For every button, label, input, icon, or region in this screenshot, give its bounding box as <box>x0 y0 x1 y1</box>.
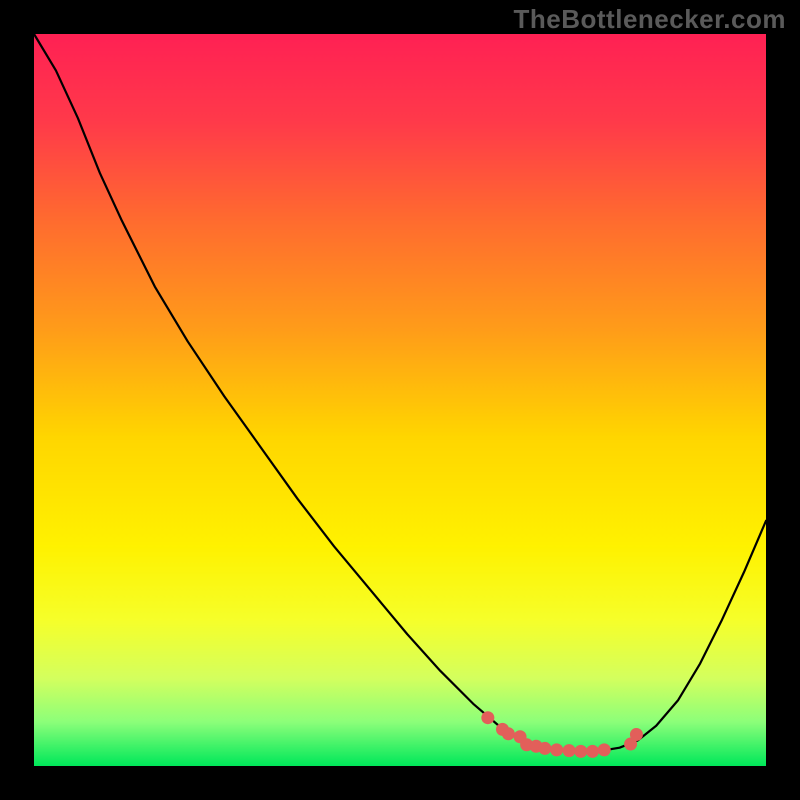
optimal-marker <box>550 743 563 756</box>
optimal-marker <box>502 727 515 740</box>
watermark-text: TheBottlenecker.com <box>514 4 786 35</box>
optimal-marker <box>538 742 551 755</box>
curve-overlay <box>0 0 800 800</box>
optimal-marker <box>481 711 494 724</box>
bottleneck-curve <box>34 34 766 751</box>
optimal-marker <box>574 745 587 758</box>
optimal-marker <box>598 743 611 756</box>
optimal-marker <box>563 744 576 757</box>
optimal-marker <box>630 728 643 741</box>
chart-root: TheBottlenecker.com <box>0 0 800 800</box>
optimal-marker <box>586 745 599 758</box>
